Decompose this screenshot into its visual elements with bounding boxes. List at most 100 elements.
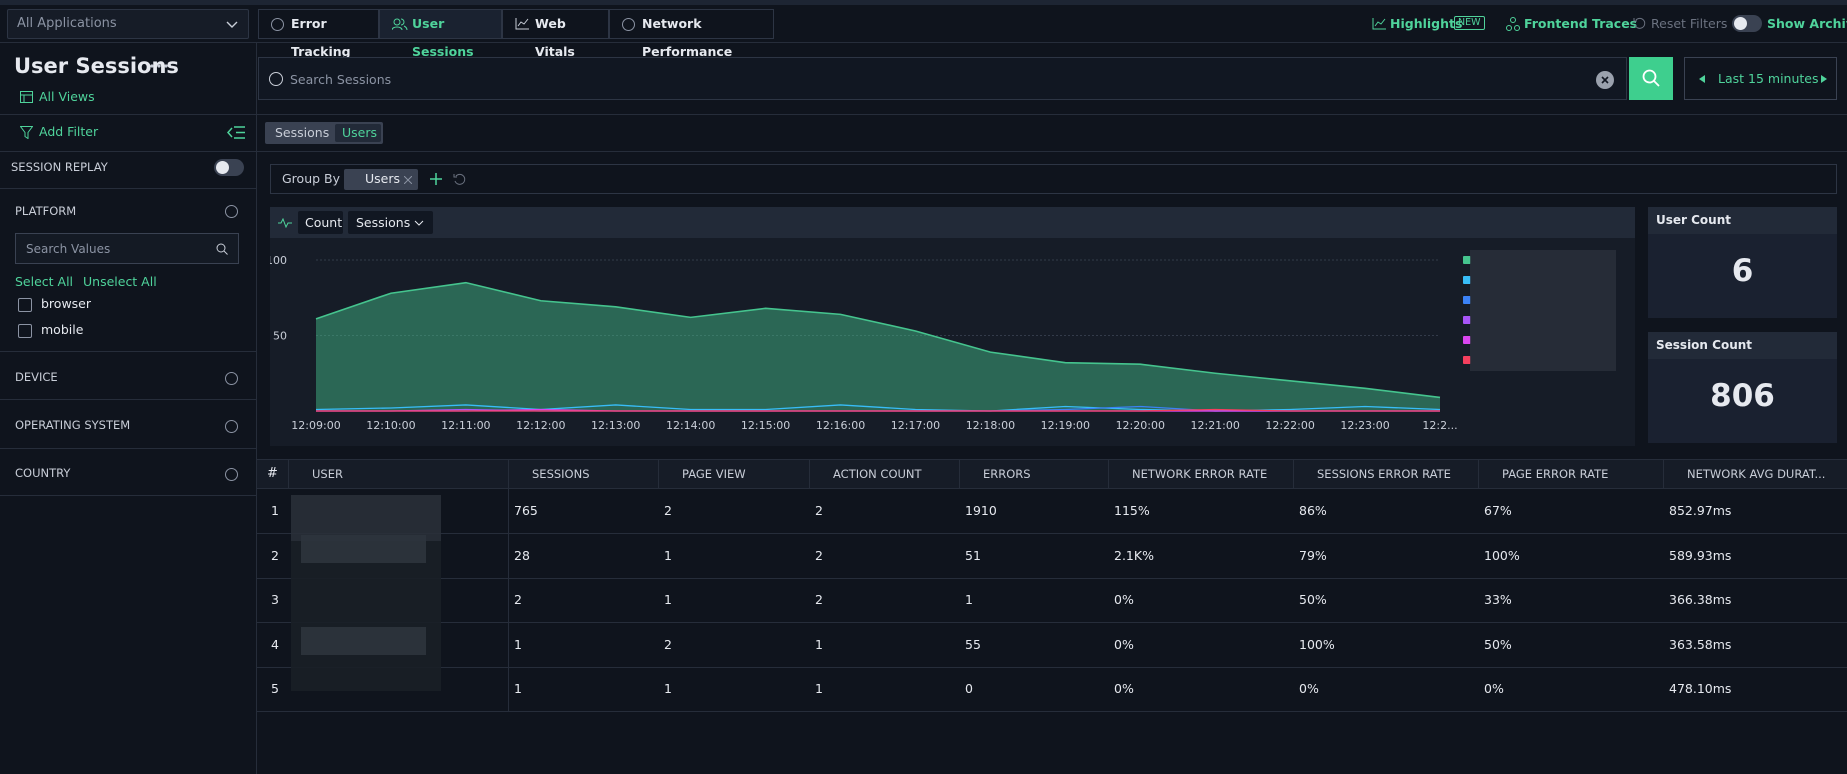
section-title[interactable]: OPERATING SYSTEM <box>15 418 131 432</box>
group-by: Group By Users <box>270 164 1837 194</box>
collapse-icon[interactable] <box>225 372 238 385</box>
reset-icon[interactable] <box>453 173 466 186</box>
header-cell[interactable]: SESSIONS <box>532 467 590 481</box>
show-archive: Show Archive <box>1767 16 1847 31</box>
col-divider <box>959 459 960 489</box>
header-cell[interactable]: ERRORS <box>983 467 1031 481</box>
add-filter[interactable]: Add Filter <box>39 124 99 139</box>
collapse-icon[interactable] <box>225 205 238 218</box>
all-views[interactable]: All Views <box>39 89 95 104</box>
new-badge: NEW <box>1454 16 1485 30</box>
divider <box>0 151 256 152</box>
cell: 67% <box>1484 503 1512 518</box>
user-blur <box>291 495 441 541</box>
toggle-option[interactable]: Sessions <box>275 125 330 140</box>
frontend-traces[interactable]: Frontend Traces <box>1524 16 1638 31</box>
cell: 79% <box>1299 547 1327 563</box>
divider <box>0 448 256 449</box>
checkbox[interactable] <box>18 298 32 312</box>
legend-swatch <box>1463 356 1471 364</box>
x-tick-label: 12:21:00 <box>1190 419 1239 432</box>
row-border <box>257 666 1847 668</box>
app-select-text: All Applications <box>17 16 117 31</box>
search-values[interactable]: Search Values <box>15 233 239 264</box>
cell: 0% <box>1114 636 1134 652</box>
header-cell[interactable]: PAGE ERROR RATE <box>1502 467 1609 481</box>
unselect-all[interactable]: Unselect All <box>83 274 157 289</box>
header-cell[interactable]: PAGE VIEW <box>682 467 746 481</box>
section-title[interactable]: COUNTRY <box>15 466 71 480</box>
x-tick-label: 12:19:00 <box>1041 419 1090 432</box>
col-divider <box>658 459 659 489</box>
archive-toggle[interactable] <box>1732 15 1762 32</box>
header-cell[interactable]: USER <box>312 467 343 481</box>
top-strip <box>0 0 1847 5</box>
count-button[interactable]: Count <box>298 211 343 234</box>
header-cell[interactable]: NETWORK ERROR RATE <box>1132 467 1268 481</box>
view-toggle: Sessions Users <box>265 122 383 144</box>
cell: 1910 <box>965 503 997 518</box>
col-divider <box>1108 459 1109 489</box>
highlights[interactable]: Highlights <box>1390 16 1463 31</box>
cell: 0% <box>1114 681 1134 696</box>
user-blur <box>301 535 426 563</box>
x-tick-label: 12:20:00 <box>1116 419 1165 432</box>
col-divider <box>809 459 810 489</box>
collapse-icon[interactable] <box>225 420 238 433</box>
cell: 1 <box>815 681 823 696</box>
y-tick-label: 50 <box>273 330 287 343</box>
cell: 1 <box>514 681 522 696</box>
table: # USER SESSIONS PAGE VIEW ACTION COUNT ERRORS… <box>257 459 1847 712</box>
select-all[interactable]: Select All <box>15 274 74 289</box>
header-cell[interactable]: ACTION COUNT <box>833 467 922 481</box>
cell: 1 <box>664 681 672 696</box>
checkbox[interactable] <box>18 324 32 338</box>
tab[interactable]: Network Performance <box>609 9 774 59</box>
header-cell[interactable]: SESSIONS ERROR RATE <box>1317 467 1451 481</box>
collapse-icon[interactable] <box>225 468 238 481</box>
group-chip[interactable]: Users <box>344 169 418 190</box>
legend-swatch <box>1463 296 1471 304</box>
cell: 86% <box>1299 503 1327 518</box>
series-line <box>315 281 1441 399</box>
cell: 100% <box>1484 547 1520 563</box>
placeholder: Search Sessions <box>290 72 392 87</box>
tab-active[interactable]: User Sessions <box>379 9 502 59</box>
search-button[interactable] <box>1629 57 1673 100</box>
replay-toggle[interactable] <box>214 159 244 176</box>
series-line <box>316 408 1440 412</box>
icon <box>20 126 33 139</box>
section-title[interactable]: PLATFORM <box>15 204 77 218</box>
option: browser <box>41 296 92 311</box>
time-range-text: Last 15 minutes <box>1718 71 1819 86</box>
stat-title: Session Count <box>1648 332 1837 359</box>
app-select[interactable]: All Applications <box>7 9 249 39</box>
time-range[interactable]: Last 15 minutes <box>1684 57 1837 100</box>
tab[interactable]: Web Vitals <box>502 9 609 59</box>
cell: 100% <box>1299 636 1335 652</box>
tab[interactable]: Error Tracking <box>258 9 379 59</box>
add-icon[interactable] <box>430 173 442 185</box>
option: mobile <box>41 322 84 337</box>
col-divider <box>1663 459 1664 489</box>
section-title[interactable]: DEVICE <box>15 370 58 384</box>
metric-label: Sessions <box>356 215 411 230</box>
legend-swatch <box>1463 316 1471 324</box>
icon <box>1633 17 1646 29</box>
header-cell[interactable]: NETWORK AVG DURAT... <box>1687 467 1826 481</box>
chart: 50 100 12:09:00 12:10:00 12:11:00 12:12:00 12:… <box>270 250 1616 432</box>
row-index: 4 <box>271 636 279 652</box>
metric-select[interactable]: Sessions <box>348 211 433 234</box>
legend-swatch <box>1463 276 1471 284</box>
reset-filters[interactable]: Reset Filters <box>1651 16 1728 31</box>
collapse-icon[interactable] <box>227 126 245 139</box>
col-divider <box>508 459 509 711</box>
cell: 0 <box>965 681 973 696</box>
icon <box>1372 18 1386 30</box>
row-border <box>257 533 1847 534</box>
more-icon[interactable] <box>150 64 168 68</box>
clear-icon[interactable] <box>1596 71 1614 89</box>
search-bar[interactable]: Search Sessions <box>258 57 1627 100</box>
icon <box>1506 17 1520 31</box>
toggle-option-active[interactable]: Users <box>342 125 378 140</box>
